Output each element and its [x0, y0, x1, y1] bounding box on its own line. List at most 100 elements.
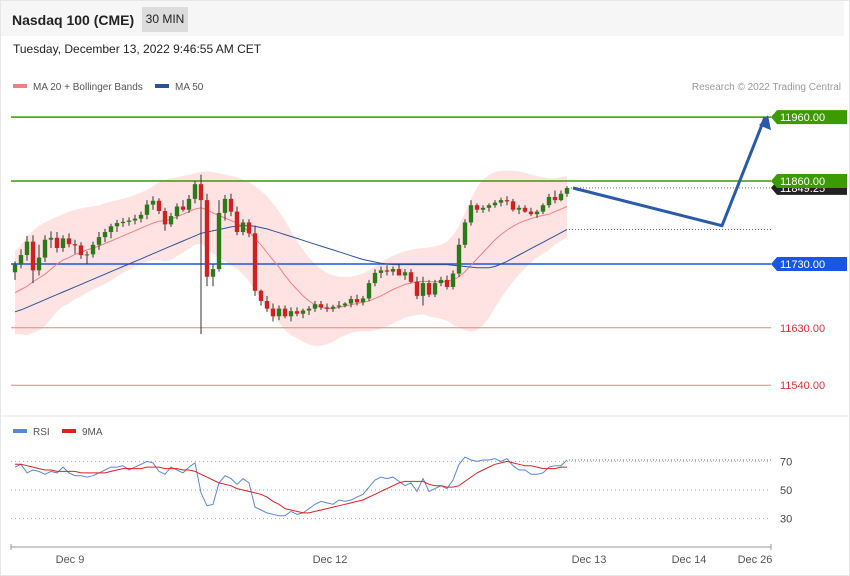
legend-swatch-ma20	[13, 84, 27, 88]
instrument-title: Nasdaq 100 (CME)	[12, 12, 135, 28]
legend-label-rsi: RSI	[33, 427, 50, 438]
candle	[186, 195, 192, 213]
bollinger-fill	[15, 170, 567, 346]
timeframe-badge[interactable]: 30 MIN	[142, 7, 188, 32]
candle	[264, 295, 270, 312]
rsi-legend: RSI 9MA	[13, 427, 103, 438]
rsi-line	[14, 456, 568, 517]
level-label-4: 11540.00	[780, 380, 825, 392]
candle	[414, 276, 420, 300]
legend-label-ma50: MA 50	[175, 82, 204, 93]
candle	[294, 307, 300, 317]
candle	[168, 212, 174, 227]
rsi-ma-line	[15, 460, 567, 514]
candle	[174, 203, 180, 220]
candle	[102, 228, 108, 243]
candle	[432, 279, 438, 298]
candle	[420, 276, 426, 306]
candle	[444, 275, 450, 290]
legend-swatch-rsi	[13, 429, 27, 433]
bollinger-bands	[15, 170, 567, 346]
candle	[36, 244, 42, 276]
timestamp: Tuesday, December 13, 2022 9:46:55 AM CE…	[13, 42, 262, 56]
candle	[222, 195, 228, 221]
candle	[66, 233, 72, 248]
candle	[522, 205, 528, 213]
candle	[150, 196, 156, 210]
x-tick-label-1: Dec 12	[313, 554, 348, 566]
candle	[18, 249, 24, 269]
legend-label-ma20: MA 20 + Bollinger Bands	[33, 82, 143, 93]
candle	[192, 180, 198, 204]
candle	[288, 307, 294, 322]
candle	[330, 304, 336, 312]
candle	[162, 207, 168, 231]
candle	[90, 241, 96, 258]
candle	[312, 300, 318, 312]
candle	[510, 198, 516, 212]
candle	[504, 196, 510, 206]
candle	[108, 223, 114, 239]
ma50-line	[14, 225, 568, 313]
copyright-text: Research © 2022 Trading Central	[692, 82, 841, 93]
price-legend: MA 20 + Bollinger Bands MA 50	[13, 82, 204, 93]
candle	[132, 214, 138, 225]
x-tick-label-4: Dec 26	[738, 554, 773, 566]
candle	[204, 193, 210, 287]
candle	[456, 238, 462, 277]
candle	[324, 303, 330, 312]
candle	[354, 294, 360, 306]
candle	[534, 209, 540, 218]
level-label-2: 11730.00	[780, 259, 825, 271]
x-tick-label-2: Dec 13	[572, 554, 607, 566]
candle	[198, 174, 204, 335]
candle	[336, 300, 342, 309]
candle	[366, 279, 372, 301]
candle	[564, 186, 570, 197]
candle	[126, 217, 132, 226]
candle	[216, 200, 222, 272]
candle	[234, 206, 240, 236]
candle	[468, 200, 474, 226]
candle	[516, 205, 522, 215]
candle	[180, 200, 186, 212]
price-level-labels: 11849.2511960.0011860.0011730.0011630.00…	[771, 110, 847, 392]
candle	[252, 225, 258, 296]
candle	[552, 190, 558, 204]
candle	[540, 203, 546, 215]
candle	[528, 207, 534, 217]
candle	[558, 190, 564, 202]
candle	[24, 235, 30, 261]
candle	[480, 205, 486, 213]
candle	[438, 276, 444, 287]
candle	[54, 232, 60, 253]
candle	[486, 203, 492, 212]
candle	[498, 197, 504, 207]
candle	[270, 303, 276, 322]
rsi-tick-0: 70	[780, 456, 792, 468]
chart-header: Nasdaq 100 (CME) 30 MIN	[1, 1, 844, 36]
rsi-panel: 70 50 30	[11, 456, 792, 526]
candle	[276, 305, 282, 321]
candle	[390, 266, 396, 276]
candle	[228, 193, 234, 217]
level-tag-1	[771, 173, 847, 188]
rsi-tick-1: 50	[780, 485, 792, 497]
candle	[84, 251, 90, 264]
forecast-path	[572, 116, 767, 228]
candle	[546, 193, 552, 208]
candlesticks	[12, 174, 570, 335]
candle	[156, 198, 162, 215]
candle	[378, 266, 384, 278]
candle	[300, 308, 306, 319]
candle	[402, 269, 408, 280]
candle	[12, 261, 18, 280]
candle	[372, 269, 378, 287]
forecast-arrowhead	[759, 115, 771, 131]
candle	[246, 219, 252, 238]
candle	[462, 219, 468, 248]
candle	[384, 265, 390, 276]
candle	[42, 235, 48, 263]
candle	[408, 269, 414, 284]
